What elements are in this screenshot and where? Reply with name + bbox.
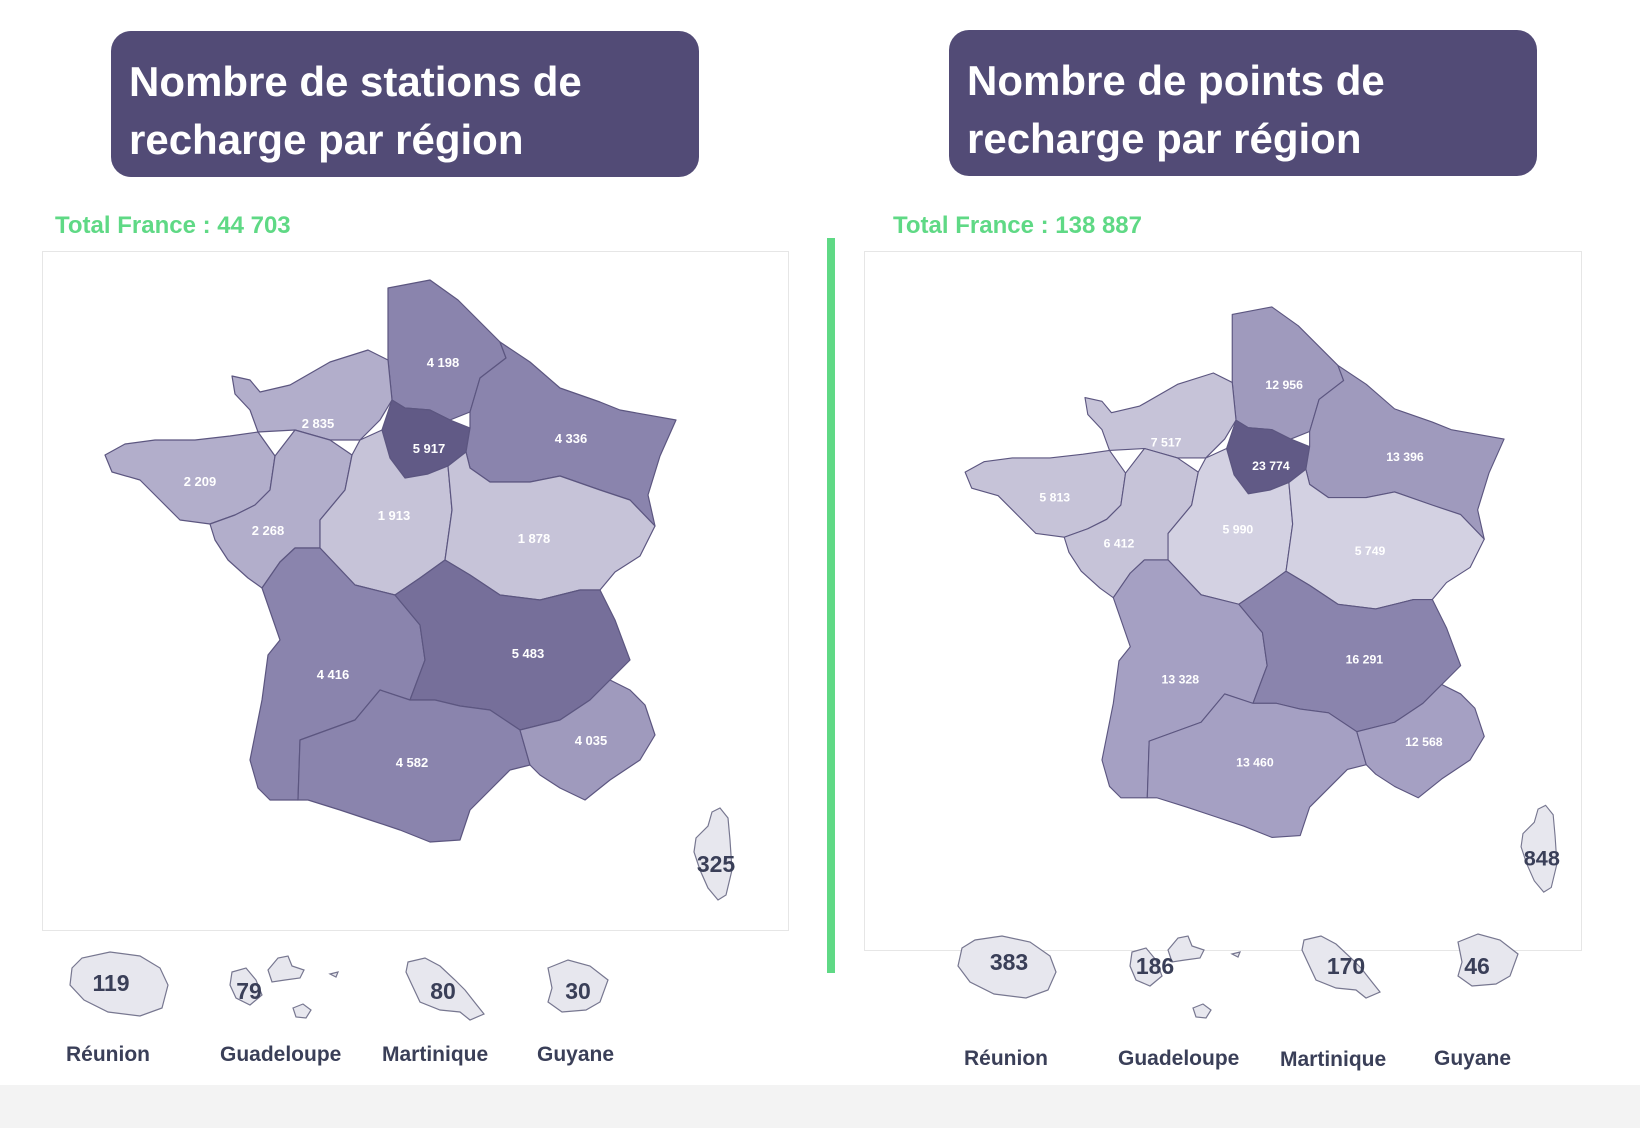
- points-total: Total France : 138 887: [893, 212, 1142, 239]
- label-nouvelle-aquitaine: 13 328: [1162, 673, 1200, 687]
- stations-regions: [104, 279, 733, 901]
- region-normandie: [231, 349, 393, 441]
- label-bretagne: 5 813: [1039, 490, 1070, 504]
- label-pays-de-la-loire: 6 412: [1104, 537, 1135, 551]
- guadeloupe-islet: [1192, 1003, 1212, 1019]
- label-hauts-de-france: 4 198: [427, 355, 460, 370]
- guyane-value: 30: [565, 978, 591, 1004]
- stations-total: Total France : 44 703: [55, 212, 291, 239]
- martinique-shape: [405, 957, 485, 1021]
- label-grand-est: 4 336: [555, 431, 588, 446]
- label-corse: 325: [697, 851, 736, 877]
- reunion-value: 119: [92, 970, 129, 996]
- guyane-name-2: Guyane: [1434, 1047, 1512, 1070]
- label-nouvelle-aquitaine: 4 416: [317, 667, 350, 682]
- reunion-name-2: Réunion: [964, 1047, 1048, 1070]
- label-paca: 12 568: [1405, 735, 1443, 749]
- stations-outremer: 119 79 80 30: [69, 951, 609, 1021]
- label-occitanie: 4 582: [396, 755, 429, 770]
- stations-title-line2: recharge par région: [129, 116, 524, 163]
- label-bretagne: 2 209: [184, 474, 217, 489]
- guyane-shape: [1457, 933, 1519, 987]
- guadeloupe-name-2: Guadeloupe: [1118, 1047, 1240, 1070]
- guyane-value: 46: [1464, 953, 1490, 979]
- label-ile-de-france: 5 917: [413, 441, 446, 456]
- guadeloupe-name-1: Guadeloupe: [220, 1043, 342, 1066]
- label-corse: 848: [1524, 846, 1560, 871]
- points-title-box: Nombre de points de recharge par région: [949, 30, 1537, 176]
- label-bourgogne-franche-comte: 1 878: [518, 531, 551, 546]
- panel-divider: [827, 238, 835, 973]
- martinique-value: 80: [430, 978, 456, 1004]
- region-corse: [693, 807, 733, 901]
- points-outremer: 383 186 170 46: [957, 933, 1519, 1019]
- region-occitanie: [1146, 693, 1367, 838]
- region-paca: [1356, 683, 1485, 799]
- points-region-labels: 12 956 7 517 23 774 13 396 5 813 6 412 5…: [1039, 378, 1559, 871]
- martinique-shape: [1301, 935, 1381, 999]
- martinique-name-2: Martinique: [1280, 1048, 1387, 1071]
- label-pays-de-la-loire: 2 268: [252, 523, 285, 538]
- label-centre-val-de-loire: 1 913: [378, 508, 411, 523]
- reunion-shape: [957, 935, 1057, 999]
- region-paca: [519, 679, 656, 801]
- bottom-band: [0, 1085, 1640, 1128]
- guyane-shape: [547, 959, 609, 1013]
- points-map: 12 956 7 517 23 774 13 396 5 813 6 412 5…: [964, 306, 1560, 893]
- reunion-name-1: Réunion: [66, 1043, 150, 1066]
- guadeloupe-shape: [229, 955, 305, 1006]
- label-auvergne-rhone-alpes: 5 483: [512, 646, 545, 661]
- stations-title-box: Nombre de stations de recharge par régio…: [111, 31, 699, 177]
- label-grand-est: 13 396: [1386, 450, 1424, 464]
- label-hauts-de-france: 12 956: [1265, 378, 1303, 392]
- label-centre-val-de-loire: 5 990: [1223, 522, 1254, 536]
- martinique-name-1: Martinique: [382, 1043, 489, 1066]
- guadeloupe-value: 79: [236, 978, 262, 1004]
- reunion-value: 383: [990, 949, 1028, 975]
- label-normandie: 2 835: [302, 416, 335, 431]
- points-title-line1: Nombre de points de: [967, 57, 1385, 104]
- guadeloupe-islet-2: [1230, 951, 1241, 958]
- stations-map: 4 198 2 835 5 917 4 336 2 209 2 268 1 91…: [69, 279, 736, 1021]
- guadeloupe-shape: [1129, 935, 1205, 987]
- points-regions: [964, 306, 1558, 893]
- region-normandie: [1084, 372, 1237, 459]
- guadeloupe-islet-2: [328, 971, 339, 978]
- points-title-line2: recharge par région: [967, 115, 1362, 162]
- reunion-shape: [69, 951, 169, 1017]
- stations-region-labels: 4 198 2 835 5 917 4 336 2 209 2 268 1 91…: [184, 355, 736, 877]
- region-occitanie: [297, 689, 531, 843]
- label-paca: 4 035: [575, 733, 608, 748]
- label-occitanie: 13 460: [1236, 756, 1274, 770]
- guadeloupe-islet: [292, 1003, 312, 1019]
- label-bourgogne-franche-comte: 5 749: [1355, 544, 1386, 558]
- martinique-value: 170: [1327, 953, 1365, 979]
- guadeloupe-value: 186: [1136, 953, 1174, 979]
- stations-title-line1: Nombre de stations de: [129, 58, 582, 105]
- guyane-name-1: Guyane: [537, 1043, 615, 1066]
- label-ile-de-france: 23 774: [1252, 459, 1290, 473]
- region-corse: [1520, 804, 1558, 893]
- label-normandie: 7 517: [1151, 436, 1182, 450]
- label-auvergne-rhone-alpes: 16 291: [1346, 653, 1384, 667]
